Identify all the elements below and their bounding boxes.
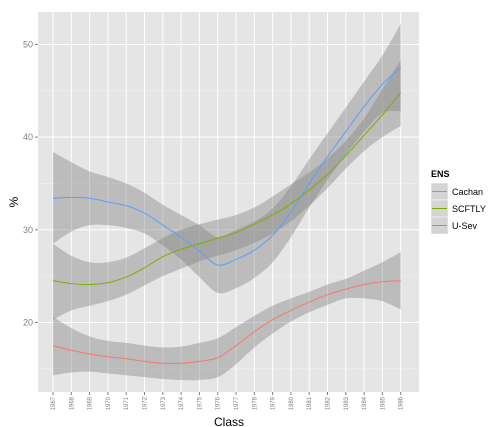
x-tick-label: 1983: [344, 396, 350, 410]
legend-title: ENS: [431, 169, 450, 179]
x-tick-label: 1985: [380, 396, 386, 410]
y-tick-label: 40: [23, 132, 33, 142]
legend-label-cachan: Cachan: [452, 187, 483, 197]
confidence-band-u-sev: [53, 24, 401, 294]
x-tick-label: 1968: [69, 396, 75, 410]
y-tick-label: 30: [23, 225, 33, 235]
x-tick-label: 1971: [124, 396, 130, 410]
x-tick-label: 1975: [197, 396, 203, 410]
confidence-band-scftly: [53, 60, 401, 320]
y-axis-title: %: [7, 196, 21, 207]
x-tick-label: 1986: [399, 396, 405, 410]
x-tick-label: 1972: [143, 396, 149, 410]
confidence-bands: [53, 24, 401, 381]
y-axis-ticks: 20 30 40 50: [23, 39, 38, 327]
x-tick-label: 1969: [88, 396, 94, 410]
x-tick-label: 1970: [106, 396, 112, 410]
x-tick-label: 1981: [307, 396, 313, 410]
legend: ENS Cachan SCFTLY U-Sev: [430, 169, 486, 235]
x-axis-ticks: 1967 1968 1969 1970 1971 1972 1973 1974 1975 1976…: [51, 392, 405, 410]
x-tick-label: 1982: [326, 396, 332, 410]
y-tick-label: 50: [23, 39, 33, 49]
series-lines: [52, 67, 402, 365]
x-tick-label: 1977: [234, 396, 240, 410]
confidence-band-cachan: [53, 252, 401, 381]
x-tick-label: 1980: [289, 396, 295, 410]
x-tick-label: 1978: [252, 396, 258, 410]
x-tick-label: 1979: [271, 396, 277, 410]
gridlines: [38, 12, 419, 392]
series-line-cachan: [52, 280, 401, 365]
x-tick-label: 1976: [216, 396, 222, 410]
x-tick-label: 1973: [161, 396, 167, 410]
plot-panel: [38, 12, 419, 392]
series-line-scftly: [52, 92, 402, 286]
x-axis-title: Class: [214, 415, 244, 427]
series-line-u-sev: [52, 67, 402, 266]
legend-label-u-sev: U-Sev: [452, 221, 478, 231]
x-tick-label: 1984: [362, 396, 368, 410]
legend-label-scftly: SCFTLY: [452, 204, 486, 214]
x-tick-label: 1967: [51, 396, 57, 410]
x-tick-label: 1974: [179, 396, 185, 410]
y-tick-label: 20: [23, 317, 33, 327]
